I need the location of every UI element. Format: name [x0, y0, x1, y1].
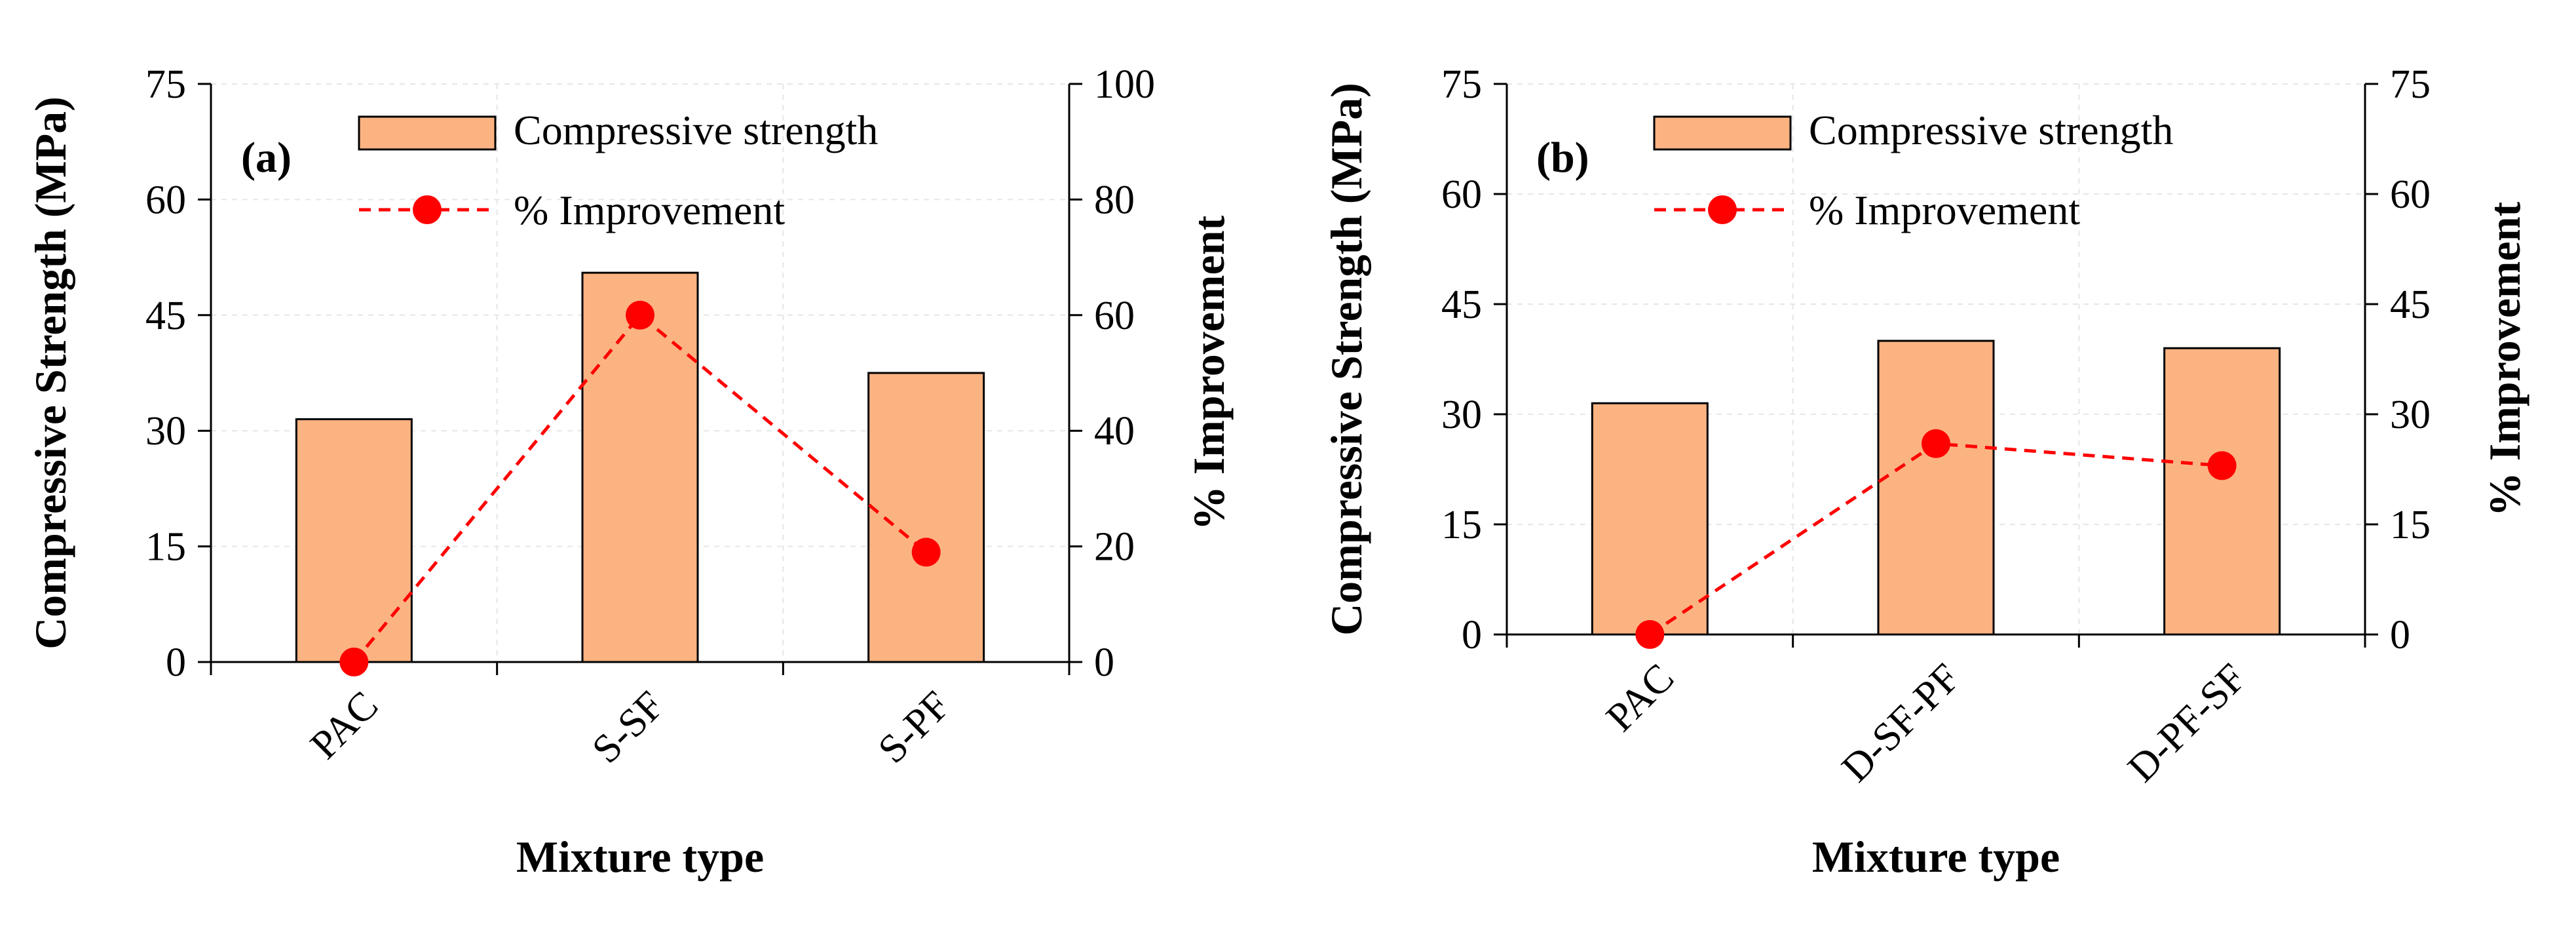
legend-label-line: % Improvement — [1809, 187, 2080, 233]
x-tick-label-d-sf-pf: D-SF-PF — [1833, 655, 1968, 790]
y2-tick-label: 80 — [1094, 178, 1135, 222]
y2-tick-label: 15 — [2390, 503, 2431, 547]
legend: Compressive strength % Improvement — [1653, 107, 2173, 233]
bar-d-sf-pf — [1877, 340, 1995, 636]
y2-tick-label: 0 — [1094, 640, 1114, 685]
x-axis-title: Mixture type — [516, 832, 764, 882]
y2-tick-label: 0 — [2390, 613, 2410, 657]
x-tick-label-pac: PAC — [302, 683, 387, 768]
y-tick-label: 75 — [1441, 62, 1482, 107]
chart-panel-a: 0 15 30 45 60 75 0 20 40 60 80 100 PAC S-SF S-PF Compre… — [26, 62, 1234, 882]
panel-label: (a) — [241, 134, 292, 182]
improvement-point-s-pf — [911, 537, 941, 567]
y-axis-title: Compressive Strength (MPa) — [1321, 83, 1371, 636]
y2-tick-label: 20 — [1094, 525, 1135, 570]
bar-pac — [295, 418, 413, 663]
x-tick-label-s-sf: S-SF — [584, 683, 673, 772]
improvement-point-s-sf — [626, 300, 654, 330]
legend-label-bar: Compressive strength — [514, 107, 878, 153]
y-tick-label: 45 — [1441, 283, 1482, 327]
chart-panel-b: 0 15 30 45 60 75 0 15 30 45 60 75 PAC D-SF-PF D-PF-SF C… — [1321, 62, 2529, 882]
improvement-point-d-sf-pf — [1922, 429, 1950, 458]
y-tick-label: 0 — [1462, 613, 1482, 657]
panel-label: (b) — [1536, 134, 1589, 182]
y-tick-label: 15 — [145, 525, 186, 570]
y2-tick-label: 75 — [2390, 62, 2431, 107]
y-tick-label: 30 — [145, 409, 186, 454]
improvement-point-pac — [339, 648, 369, 676]
x-tick-label-pac: PAC — [1598, 655, 1682, 740]
y-tick-label: 15 — [1441, 503, 1482, 547]
y-axis-title: Compressive Strength (MPa) — [26, 96, 75, 650]
improvement-point-pac — [1635, 620, 1665, 649]
y-tick-label: 60 — [1441, 172, 1482, 217]
y2-tick-label: 30 — [2390, 393, 2431, 437]
y-tick-label: 60 — [145, 178, 186, 222]
x-tick-label-s-pf: S-PF — [870, 683, 959, 772]
y2-tick-label: 60 — [1094, 294, 1135, 338]
bar-s-pf — [867, 372, 985, 663]
bar-s-sf — [581, 271, 699, 663]
y2-tick-label: 40 — [1094, 409, 1135, 454]
x-axis-title: Mixture type — [1812, 832, 2060, 882]
legend-label-line: % Improvement — [514, 187, 785, 233]
legend-swatch-marker — [413, 195, 442, 224]
y2-tick-label: 45 — [2390, 283, 2431, 327]
legend-swatch-marker — [1708, 195, 1737, 224]
improvement-line — [352, 313, 928, 663]
y2-tick-label: 60 — [2390, 172, 2431, 217]
y-tick-label: 45 — [145, 294, 186, 338]
legend: Compressive strength % Improvement — [358, 107, 878, 233]
legend-swatch-bar — [1653, 115, 1792, 151]
improvement-point-d-pf-sf — [2207, 451, 2237, 480]
y2-axis-title: % Improvement — [1184, 215, 1234, 530]
y2-tick-label: 100 — [1094, 62, 1155, 107]
bar-d-pf-sf — [2163, 347, 2281, 636]
y-tick-label: 75 — [145, 62, 186, 107]
y2-axis-title: % Improvement — [2480, 201, 2529, 517]
bar-pac — [1591, 402, 1709, 636]
legend-swatch-bar — [358, 115, 497, 151]
x-tick-label-d-pf-sf: D-PF-SF — [2119, 655, 2254, 790]
y-tick-label: 0 — [166, 640, 186, 685]
legend-label-bar: Compressive strength — [1809, 107, 2173, 153]
y-tick-label: 30 — [1441, 393, 1482, 437]
